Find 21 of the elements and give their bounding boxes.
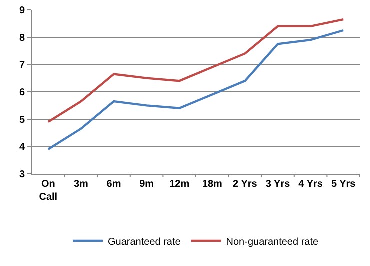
x-tick-label: 6m — [106, 179, 122, 190]
x-tick-label: 2 Yrs — [233, 179, 258, 190]
x-tick-label: 9m — [140, 179, 154, 190]
x-tick-label: 3 Yrs — [266, 179, 291, 190]
y-tick-label: 8 — [19, 32, 26, 44]
line-series — [47, 29, 345, 150]
y-tick-label: 4 — [19, 142, 26, 154]
line-series — [47, 18, 345, 124]
legend-label: Non-guaranteed rate — [226, 236, 319, 248]
legend-label: Guaranteed rate — [108, 236, 182, 248]
y-tick-label: 6 — [19, 88, 26, 98]
x-tick-label: 5 Yrs — [331, 179, 356, 190]
y-tick-label: 3 — [19, 170, 26, 180]
y-tick-label: 7 — [19, 60, 26, 72]
y-tick-label: 9 — [19, 6, 26, 16]
x-tick-label: 18m — [202, 179, 223, 190]
y-tick-label: 5 — [19, 114, 26, 126]
x-tick-label: On Call — [39, 179, 58, 203]
x-tick-label: 4 Yrs — [298, 179, 324, 190]
x-tick-label: 3m — [74, 179, 89, 190]
x-tick-label: 12m — [170, 179, 190, 190]
